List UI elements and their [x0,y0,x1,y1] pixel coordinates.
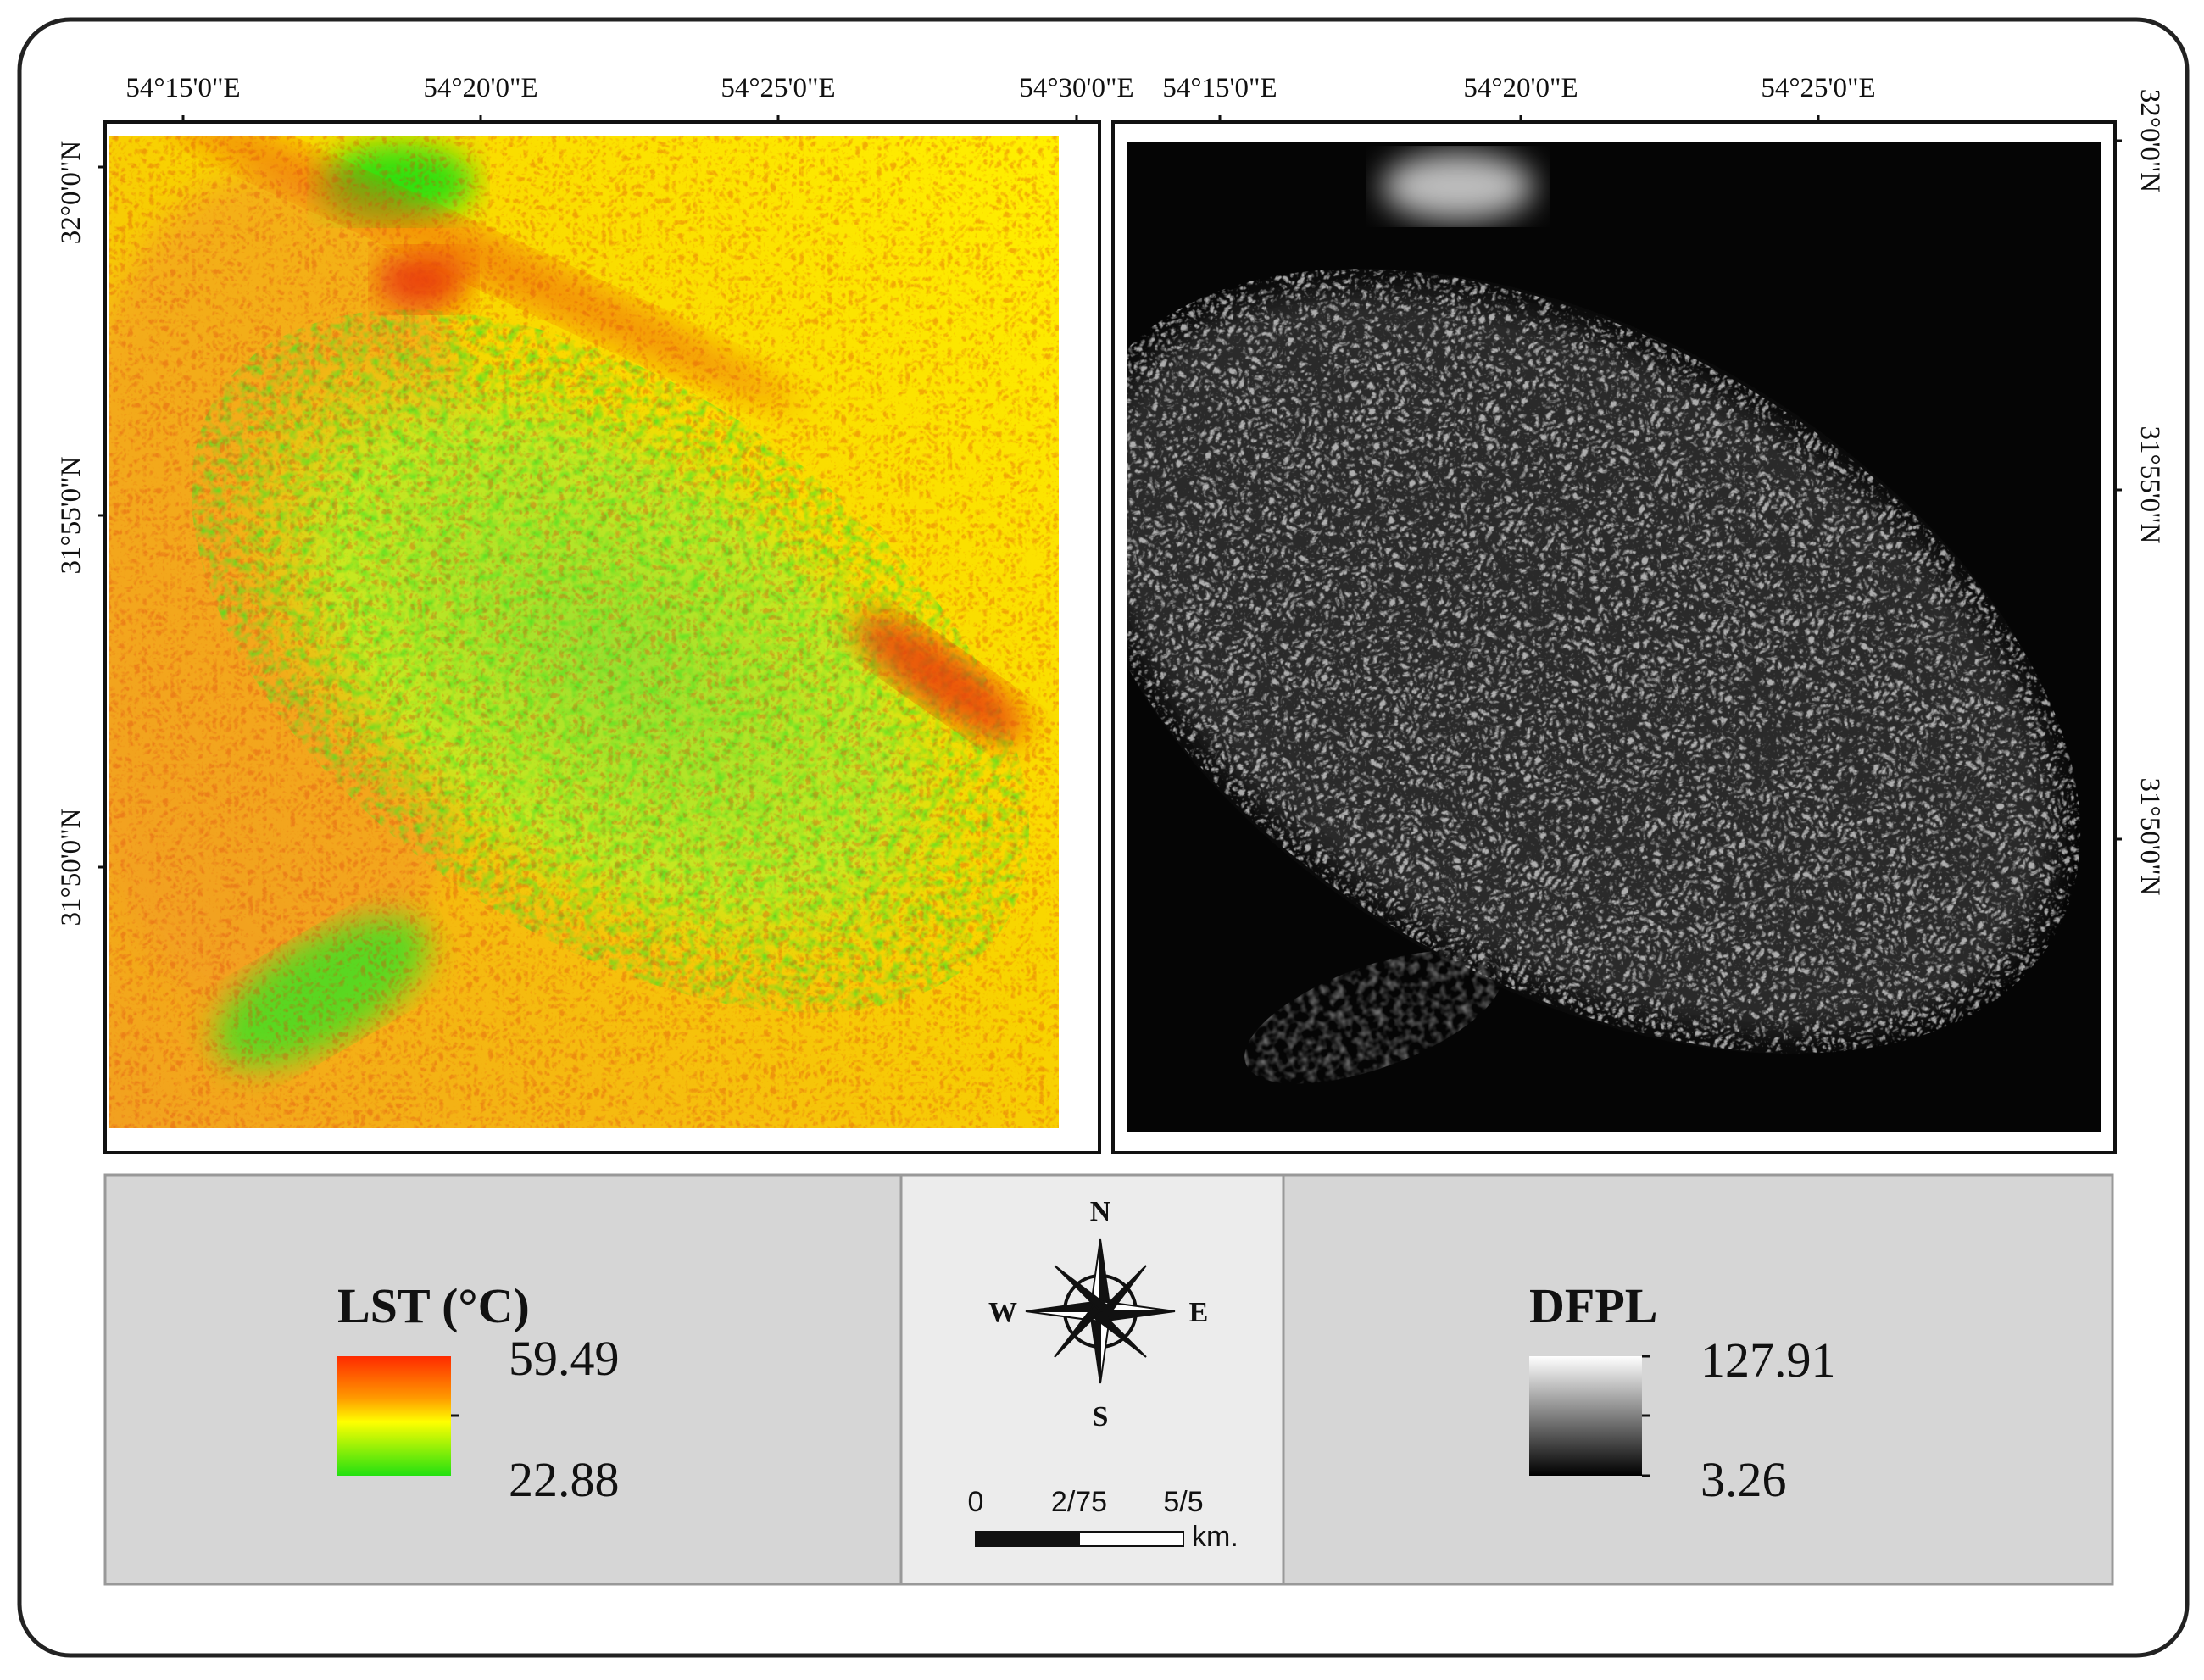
lon-label: 54°25'0"E [1761,73,1875,103]
raster-texture [109,136,1059,1128]
compass-point [1054,1303,1102,1358]
legend-max: 127.91 [1700,1332,1836,1388]
lat-label: 32°0'0"N [2134,89,2165,193]
lon-label: 54°15'0"E [1162,73,1277,103]
lon-label: 54°20'0"E [423,73,537,103]
lon-label: 54°20'0"E [1463,73,1578,103]
raster-texture [1127,269,2081,1054]
dfpl-raster [1127,142,2101,1132]
legend-title: DFPL [1529,1278,1657,1333]
lon-label: 54°15'0"E [125,73,240,103]
lat-label: 31°55'0"N [2134,426,2165,544]
legend-panel [103,1173,903,1586]
lat-label: 31°50'0"N [2134,778,2165,896]
color-ramp [1529,1356,1642,1476]
compass-panel [899,1173,1285,1586]
legend-panel [1282,1173,2114,1586]
compass-s: S [1093,1401,1109,1432]
lst-raster [109,136,1059,1128]
scale-label: 2/75 [1051,1486,1107,1518]
lat-label: 31°50'0"N [56,808,86,926]
legend-max: 59.49 [509,1331,620,1386]
legend-title: LST (°C) [337,1278,530,1333]
scale-label: 0 [968,1486,984,1518]
scale-segment [975,1531,1080,1547]
compass-e: E [1189,1297,1209,1328]
legend-min: 3.26 [1700,1452,1787,1507]
legend-min: 22.88 [509,1452,620,1507]
lon-label: 54°25'0"E [721,73,835,103]
scale-label: 5/5 [1163,1486,1203,1518]
raster-patch [1382,153,1534,220]
compass-w: W [988,1297,1017,1328]
compass-n: N [1090,1196,1111,1227]
color-ramp [337,1356,451,1476]
lat-label: 31°55'0"N [56,456,86,574]
raster-patch [1244,950,1502,1084]
lat-label: 32°0'0"N [56,141,86,245]
scale-unit: km. [1192,1521,1238,1553]
compass-rose [1025,1238,1176,1384]
scale-segment [1078,1531,1184,1547]
coordinate-ticks [98,115,2122,869]
lon-label: 54°30'0"E [1019,73,1133,103]
coordinate-labels: 54°15'0"E 54°20'0"E 54°25'0"E 54°30'0"E … [56,73,2165,926]
